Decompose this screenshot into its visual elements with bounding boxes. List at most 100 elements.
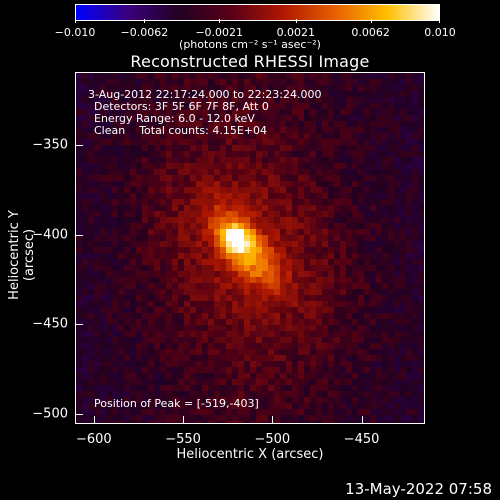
heatmap-cell bbox=[100, 151, 106, 157]
heatmap-cell bbox=[82, 337, 88, 343]
heatmap-cell bbox=[316, 193, 322, 199]
heatmap-cell bbox=[304, 295, 310, 301]
heatmap-cell bbox=[268, 139, 274, 145]
heatmap-cell bbox=[238, 295, 244, 301]
heatmap-cell bbox=[82, 163, 88, 169]
heatmap-cell bbox=[304, 421, 310, 423]
heatmap-cell bbox=[394, 97, 400, 103]
heatmap-cell bbox=[178, 355, 184, 361]
heatmap-cell bbox=[124, 85, 130, 91]
heatmap-cell bbox=[268, 199, 274, 205]
heatmap-cell bbox=[172, 223, 178, 229]
heatmap-cell bbox=[382, 97, 388, 103]
heatmap-cell bbox=[256, 241, 262, 247]
heatmap-cell bbox=[106, 343, 112, 349]
heatmap-cell bbox=[370, 301, 376, 307]
heatmap-cell bbox=[118, 307, 124, 313]
heatmap-cell bbox=[256, 193, 262, 199]
heatmap-cell bbox=[364, 193, 370, 199]
heatmap-cell bbox=[298, 319, 304, 325]
heatmap-cell bbox=[166, 115, 172, 121]
heatmap-cell bbox=[142, 229, 148, 235]
heatmap-cell bbox=[400, 343, 406, 349]
heatmap-cell bbox=[244, 91, 250, 97]
heatmap-cell bbox=[148, 259, 154, 265]
heatmap-cell bbox=[112, 133, 118, 139]
heatmap-cell bbox=[184, 391, 190, 397]
heatmap-cell bbox=[208, 331, 214, 337]
heatmap-cell bbox=[412, 223, 418, 229]
heatmap-cell bbox=[268, 157, 274, 163]
heatmap-cell bbox=[292, 349, 298, 355]
heatmap-cell bbox=[310, 325, 316, 331]
heatmap-cell bbox=[112, 349, 118, 355]
heatmap-cell bbox=[100, 295, 106, 301]
heatmap-cell bbox=[244, 409, 250, 415]
heatmap-cell bbox=[388, 115, 394, 121]
heatmap-cell bbox=[256, 295, 262, 301]
heatmap-cell bbox=[118, 325, 124, 331]
heatmap-cell bbox=[82, 79, 88, 85]
heatmap-cell bbox=[328, 163, 334, 169]
heatmap-cell bbox=[94, 133, 100, 139]
heatmap-cell bbox=[94, 139, 100, 145]
heatmap-cell bbox=[304, 229, 310, 235]
heatmap-cell bbox=[166, 253, 172, 259]
heatmap-cell bbox=[352, 307, 358, 313]
heatmap-cell bbox=[268, 121, 274, 127]
heatmap-cell bbox=[412, 355, 418, 361]
heatmap-cell bbox=[232, 421, 238, 423]
heatmap-cell bbox=[304, 319, 310, 325]
heatmap-cell bbox=[172, 247, 178, 253]
heatmap-cell bbox=[358, 241, 364, 247]
heatmap-cell bbox=[388, 187, 394, 193]
heatmap-cell bbox=[334, 205, 340, 211]
heatmap-cell bbox=[292, 373, 298, 379]
heatmap-cell bbox=[334, 325, 340, 331]
heatmap-cell bbox=[166, 97, 172, 103]
heatmap-cell bbox=[286, 343, 292, 349]
heatmap-cell bbox=[316, 163, 322, 169]
heatmap-cell bbox=[340, 205, 346, 211]
heatmap-cell bbox=[172, 307, 178, 313]
heatmap-cell bbox=[226, 241, 232, 247]
heatmap-cell bbox=[238, 91, 244, 97]
heatmap-cell bbox=[382, 145, 388, 151]
heatmap-cell bbox=[418, 97, 424, 103]
heatmap-cell bbox=[376, 301, 382, 307]
heatmap-cell bbox=[262, 211, 268, 217]
heatmap-cell bbox=[304, 85, 310, 91]
heatmap-cell bbox=[100, 271, 106, 277]
heatmap-cell bbox=[184, 307, 190, 313]
heatmap-cell bbox=[316, 325, 322, 331]
heatmap-cell bbox=[160, 97, 166, 103]
heatmap-cell bbox=[172, 319, 178, 325]
heatmap-cell bbox=[172, 313, 178, 319]
heatmap-cell bbox=[190, 415, 196, 421]
heatmap-cell bbox=[418, 415, 424, 421]
heatmap-cell bbox=[394, 343, 400, 349]
heatmap-cell bbox=[256, 127, 262, 133]
heatmap-cell bbox=[232, 379, 238, 385]
heatmap-cell bbox=[244, 265, 250, 271]
heatmap-cell bbox=[124, 91, 130, 97]
heatmap-cell bbox=[292, 247, 298, 253]
heatmap-cell bbox=[232, 253, 238, 259]
heatmap-cell bbox=[196, 343, 202, 349]
heatmap-cell bbox=[220, 295, 226, 301]
heatmap-cell bbox=[214, 361, 220, 367]
heatmap-cell bbox=[160, 361, 166, 367]
heatmap-cell bbox=[82, 409, 88, 415]
heatmap-cell bbox=[352, 403, 358, 409]
heatmap-cell bbox=[346, 271, 352, 277]
plot-frame bbox=[75, 72, 425, 424]
heatmap-cell bbox=[142, 313, 148, 319]
heatmap-cell bbox=[268, 97, 274, 103]
heatmap-cell bbox=[418, 145, 424, 151]
heatmap-cell bbox=[328, 307, 334, 313]
heatmap-cell bbox=[148, 247, 154, 253]
heatmap-cell bbox=[376, 139, 382, 145]
heatmap-cell bbox=[238, 79, 244, 85]
heatmap-cell bbox=[136, 319, 142, 325]
heatmap-cell bbox=[244, 175, 250, 181]
